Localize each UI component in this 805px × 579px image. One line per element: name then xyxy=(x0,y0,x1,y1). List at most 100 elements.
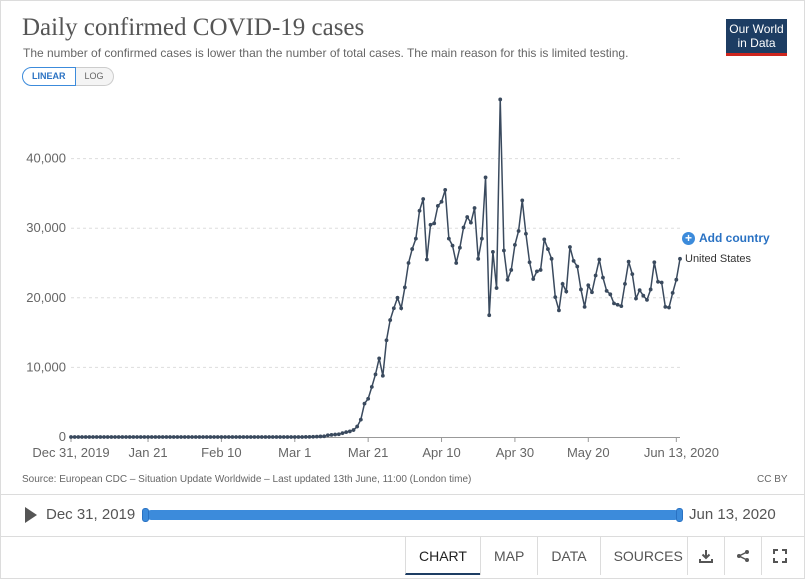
data-point xyxy=(219,435,224,439)
data-point xyxy=(670,291,675,295)
data-point xyxy=(179,435,183,439)
data-point xyxy=(476,256,481,261)
data-point xyxy=(296,435,301,439)
data-point xyxy=(623,281,627,286)
data-point xyxy=(274,435,279,439)
data-point xyxy=(344,430,349,435)
data-point xyxy=(417,208,422,213)
data-point xyxy=(307,434,312,439)
data-point xyxy=(667,305,671,310)
data-point xyxy=(659,280,664,285)
data-point xyxy=(124,435,128,439)
data-point xyxy=(340,431,345,436)
x-tick-label: Apr 30 xyxy=(496,445,534,460)
data-point xyxy=(80,435,84,439)
data-point xyxy=(579,287,583,292)
data-point xyxy=(454,261,459,265)
data-point xyxy=(160,435,165,439)
data-point xyxy=(366,396,371,401)
data-point xyxy=(322,434,327,439)
data-point xyxy=(127,435,132,439)
data-point xyxy=(270,435,275,439)
tab-sources[interactable]: SOURCES xyxy=(599,537,696,575)
license-link[interactable]: CC BY xyxy=(757,474,788,485)
data-point xyxy=(201,435,205,439)
data-point xyxy=(190,435,194,439)
tab-map[interactable]: MAP xyxy=(479,537,537,575)
data-point xyxy=(164,435,169,439)
data-point xyxy=(171,435,176,439)
data-point xyxy=(347,429,352,434)
fullscreen-button[interactable] xyxy=(761,537,797,575)
data-point xyxy=(186,435,191,439)
data-point xyxy=(208,435,213,439)
data-point xyxy=(149,435,154,439)
data-point xyxy=(109,435,114,439)
data-point xyxy=(619,304,624,309)
data-point xyxy=(281,435,286,439)
log-scale-button[interactable]: LOG xyxy=(75,67,114,86)
data-point xyxy=(391,306,396,311)
data-point xyxy=(314,434,319,439)
download-button[interactable] xyxy=(687,537,723,575)
data-point xyxy=(428,222,433,227)
data-point xyxy=(69,435,73,439)
tab-data[interactable]: DATA xyxy=(537,537,599,575)
data-point xyxy=(663,304,668,309)
linear-scale-button[interactable]: LINEAR xyxy=(22,67,76,86)
data-point xyxy=(289,435,294,439)
data-point xyxy=(421,197,426,201)
data-point xyxy=(384,338,389,343)
data-point xyxy=(604,288,609,293)
data-point xyxy=(432,221,437,226)
data-point xyxy=(241,435,246,439)
data-point xyxy=(498,97,503,102)
data-point xyxy=(263,435,268,439)
data-point xyxy=(491,249,495,254)
data-point xyxy=(318,434,323,439)
data-point xyxy=(612,301,616,306)
data-point xyxy=(83,435,88,439)
data-point xyxy=(531,277,536,281)
data-point xyxy=(131,435,136,439)
data-point xyxy=(535,269,539,274)
data-point xyxy=(234,435,238,439)
data-point xyxy=(590,290,594,295)
data-point xyxy=(87,435,92,439)
chart-title: Daily confirmed COVID-19 cases xyxy=(22,14,365,41)
data-point xyxy=(377,356,382,361)
play-icon[interactable] xyxy=(25,507,37,523)
series-points xyxy=(69,97,682,439)
x-tick-label: Jun 13, 2020 xyxy=(644,445,719,460)
data-point xyxy=(549,256,554,261)
data-point xyxy=(634,296,638,301)
data-point xyxy=(230,435,235,439)
chart-subtitle: The number of confirmed cases is lower t… xyxy=(23,46,629,60)
data-point xyxy=(630,272,635,277)
share-button[interactable] xyxy=(724,537,760,575)
owid-logo[interactable]: Our World in Data xyxy=(726,19,787,56)
data-point xyxy=(102,435,106,439)
timeline-start-handle[interactable] xyxy=(142,508,149,522)
data-point xyxy=(135,435,139,439)
data-point xyxy=(76,435,81,439)
data-point xyxy=(142,435,147,439)
timeline-end-handle[interactable] xyxy=(676,508,683,522)
data-point xyxy=(215,435,220,439)
data-point xyxy=(237,435,242,439)
data-point xyxy=(637,288,642,293)
x-tick-label: Dec 31, 2019 xyxy=(32,445,109,460)
download-icon xyxy=(698,550,713,563)
data-point xyxy=(472,206,477,210)
timeline-slider-track[interactable] xyxy=(146,510,680,520)
data-point xyxy=(586,283,591,288)
data-point xyxy=(479,236,484,241)
data-point xyxy=(465,215,470,219)
series-line-united-states xyxy=(71,99,681,438)
tab-chart[interactable]: CHART xyxy=(405,537,480,575)
data-point xyxy=(182,435,187,439)
add-country-button[interactable]: + Add country xyxy=(682,231,770,245)
data-point xyxy=(487,313,492,318)
data-point xyxy=(648,287,653,292)
data-point xyxy=(256,435,260,439)
